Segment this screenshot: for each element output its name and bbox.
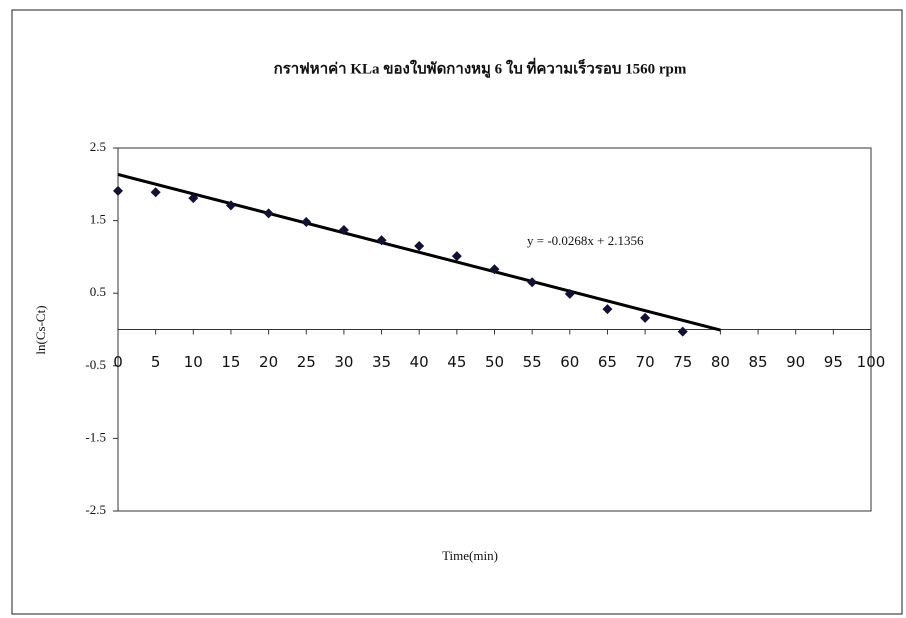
chart-border [11, 9, 903, 615]
x-tick-label: 30 [334, 353, 353, 371]
y-tick-label: -1.5 [85, 429, 106, 444]
x-tick-label: 75 [673, 353, 692, 371]
point [451, 251, 462, 262]
point [188, 193, 199, 204]
x-tick-label: 100 [857, 353, 886, 371]
point [113, 185, 123, 196]
x-tick-label: 40 [410, 353, 429, 371]
x-tick-label: 55 [523, 353, 542, 371]
x-tick-label: 35 [372, 353, 391, 371]
point [564, 288, 575, 299]
point [376, 235, 387, 246]
point [414, 241, 425, 252]
y-tick-label: 1.5 [90, 212, 106, 227]
x-tick-label: 25 [297, 353, 316, 371]
x-tick-label: 0 [113, 353, 123, 371]
x-tick-label: 50 [485, 353, 504, 371]
x-tick-label: 20 [259, 353, 278, 371]
point [677, 326, 688, 337]
point [150, 187, 161, 198]
trendline-label: y = -0.0268x + 2.1356 [527, 233, 644, 248]
x-axis-label: Time(min) [442, 548, 498, 563]
point [640, 312, 651, 323]
x-tick-label: 5 [151, 353, 161, 371]
y-axis-label: ln(Cs-Ct) [33, 305, 48, 354]
point [489, 264, 500, 275]
x-tick-label: 95 [824, 353, 843, 371]
y-tick-label: 2.5 [90, 139, 106, 154]
x-tick-label: 15 [221, 353, 240, 371]
x-tick-label: 80 [711, 353, 730, 371]
x-tick-label: 70 [636, 353, 655, 371]
x-tick-label: 10 [184, 353, 203, 371]
x-tick-label: 60 [560, 353, 579, 371]
x-tick-label: 45 [447, 353, 466, 371]
point [263, 208, 274, 219]
chart-title: กราฟหาค่า KLa ของใบพัดกางหมู 6 ใบ ที่ควา… [274, 57, 687, 78]
x-tick-label: 85 [749, 353, 768, 371]
point [527, 277, 538, 288]
y-tick-label: -2.5 [85, 502, 106, 517]
trendline [117, 173, 721, 332]
point [338, 225, 349, 236]
y-tick-label: 0.5 [90, 284, 106, 299]
point [602, 304, 613, 315]
x-tick-label: 90 [786, 353, 805, 371]
x-tick-label: 65 [598, 353, 617, 371]
y-tick-label: -0.5 [85, 357, 106, 372]
point [301, 217, 312, 228]
point [225, 200, 236, 211]
